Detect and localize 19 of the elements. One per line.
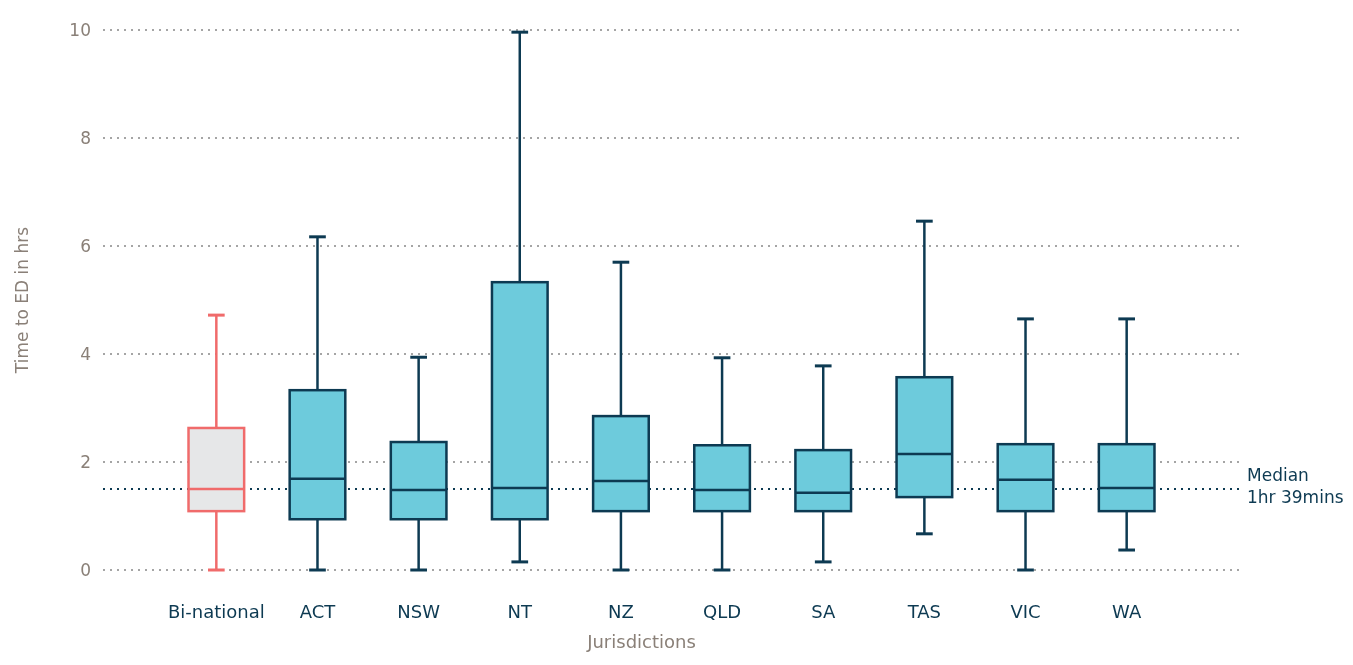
x-tick-label: NT <box>507 601 534 622</box>
x-tick-label: TAS <box>906 601 942 622</box>
y-tick-label: 6 <box>80 235 91 256</box>
x-tick-label: SA <box>811 601 836 622</box>
y-axis-title: Time to ED in hrs <box>12 226 32 375</box>
x-tick-label: VIC <box>1010 601 1041 622</box>
y-tick-label: 8 <box>80 127 91 148</box>
x-axis-title: Jurisdictions <box>586 631 696 652</box>
y-tick-label: 10 <box>69 19 91 40</box>
y-tick-label: 0 <box>80 559 91 580</box>
ref-line-label: Median 1hr 39mins <box>1247 465 1344 508</box>
x-tick-label: QLD <box>703 601 742 622</box>
x-tick-label: NSW <box>397 601 441 622</box>
y-tick-label: 4 <box>80 343 91 364</box>
x-tick-label: NZ <box>608 601 634 622</box>
y-tick-label: 2 <box>80 451 91 472</box>
x-tick-label: ACT <box>299 601 337 622</box>
x-tick-label: WA <box>1112 601 1142 622</box>
x-tick-label: Bi-national <box>167 601 265 622</box>
